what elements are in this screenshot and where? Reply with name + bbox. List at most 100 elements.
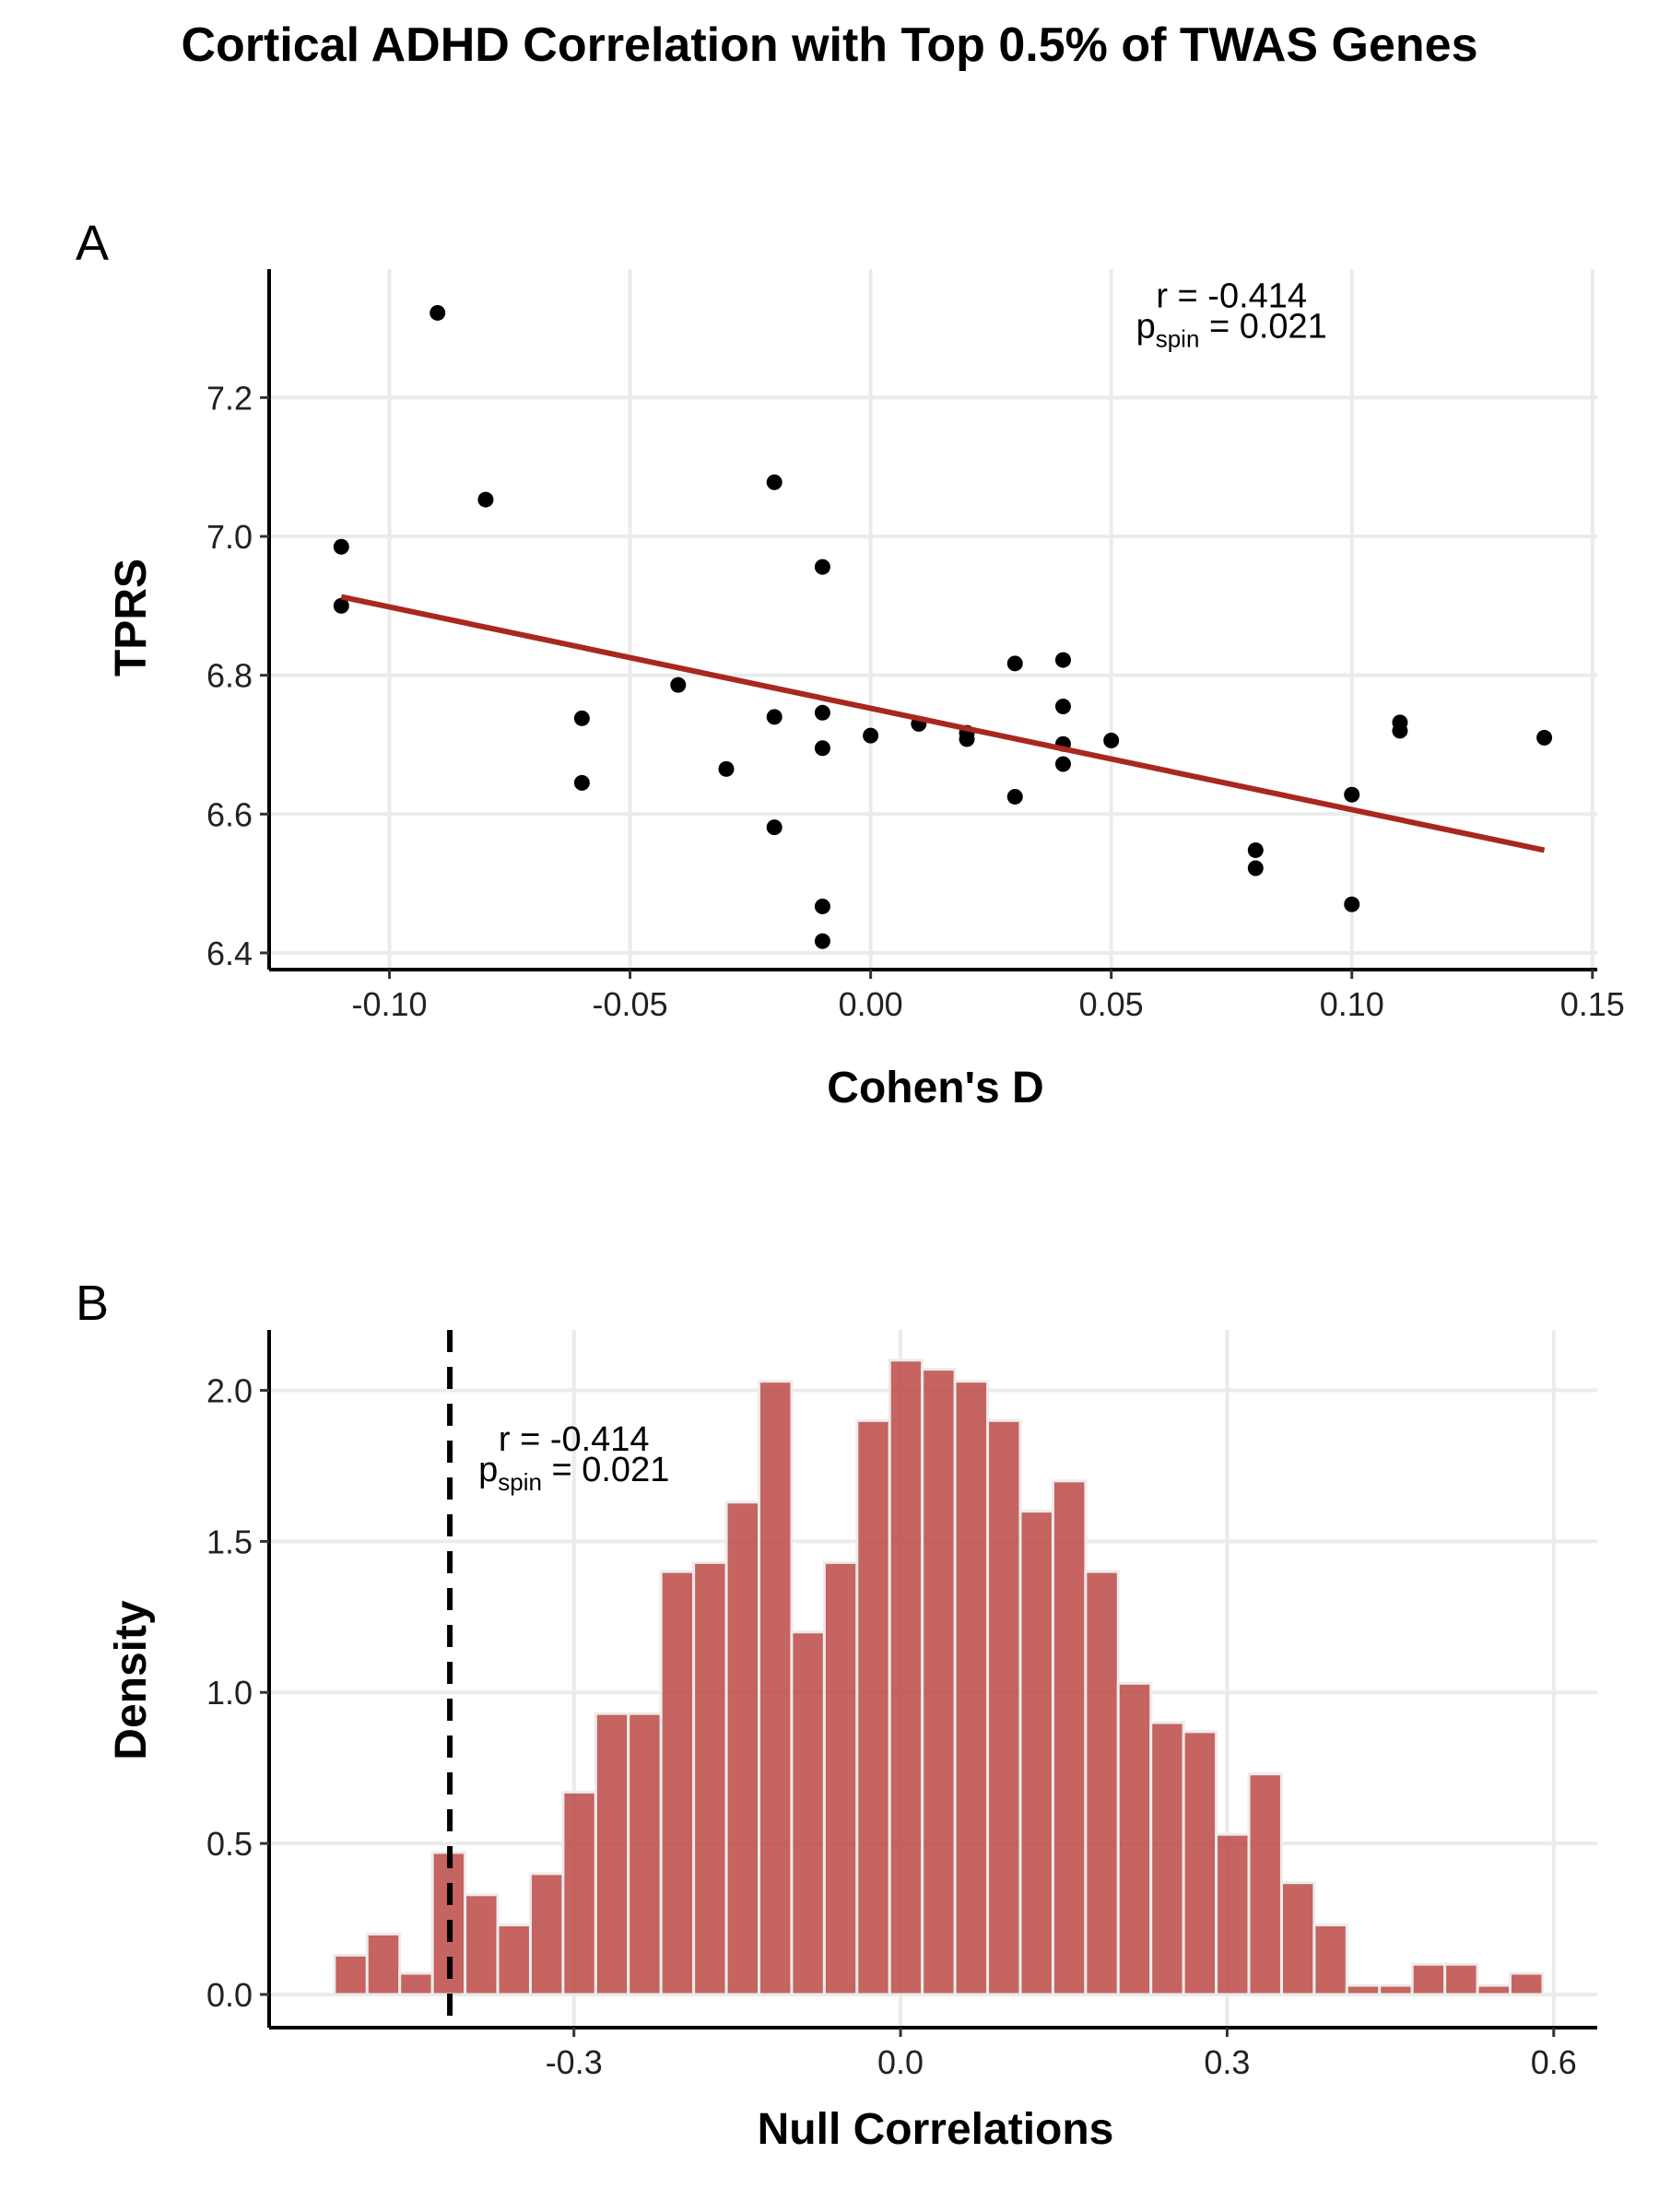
histogram-bar xyxy=(1084,1570,1120,1996)
data-point xyxy=(1344,786,1360,803)
histogram-bar xyxy=(953,1380,990,1996)
panel-a-tag: A xyxy=(76,216,109,271)
histogram-bar xyxy=(1116,1681,1153,1996)
panel-b-annotation: r = -0.414 pspin = 0.021 xyxy=(478,1420,669,1496)
data-point xyxy=(814,740,830,757)
histogram-bar xyxy=(528,1872,565,1996)
panel-a-annotation: r = -0.414 pspin = 0.021 xyxy=(1136,276,1327,352)
panel-b-p-main: p xyxy=(478,1451,498,1489)
panel-b-p-spin-value: pspin = 0.021 xyxy=(478,1451,669,1496)
panel-a-p-spin-value: pspin = 0.021 xyxy=(1136,307,1327,352)
panel-a-y-axis-title: TPRS xyxy=(107,559,156,677)
data-point xyxy=(814,704,830,721)
panel-a-y-tick-label: 6.6 xyxy=(206,795,253,833)
panel-b-x-axis-title: Null Correlations xyxy=(758,2105,1114,2154)
panel-a-p-rest: = 0.021 xyxy=(1199,307,1326,346)
histogram-bar xyxy=(822,1560,859,1996)
panel-b-y-tick-label: 1.0 xyxy=(206,1674,253,1712)
panel-a-p-subscript: spin xyxy=(1156,324,1200,352)
panel-a-p-main: p xyxy=(1136,307,1156,346)
histogram-bar xyxy=(724,1500,761,1996)
panel-a-y-ticks: 6.4 6.6 6.8 7.0 7.2 xyxy=(206,379,269,972)
data-point xyxy=(1344,896,1360,912)
histogram-bar xyxy=(561,1790,597,1996)
panel-b-x-tick-label: 0.6 xyxy=(1531,2043,1577,2081)
panel-b-axes xyxy=(267,1330,1597,2030)
data-point xyxy=(814,933,830,949)
data-point xyxy=(477,491,494,508)
panel-b-y-ticks: 0.0 0.5 1.0 1.5 2.0 xyxy=(206,1372,269,2014)
panel-a-gridlines xyxy=(269,269,1597,970)
data-point xyxy=(1006,788,1023,805)
data-point xyxy=(1054,756,1071,772)
histogram-bar xyxy=(1509,1971,1545,1996)
histogram-bar xyxy=(594,1712,630,1996)
data-point xyxy=(1392,723,1408,739)
histogram-bar xyxy=(398,1971,434,1996)
histogram-bar xyxy=(790,1630,826,1996)
panel-b-tag: B xyxy=(76,1276,109,1331)
panel-a-y-tick-label: 7.2 xyxy=(206,379,253,417)
panel-a-x-tick-label: 0.15 xyxy=(1560,985,1625,1023)
panel-a-x-tick-label: 0.05 xyxy=(1079,985,1144,1023)
histogram-bar xyxy=(1443,1962,1479,1996)
histogram-bar xyxy=(888,1359,924,1996)
histogram-bar xyxy=(1312,1924,1348,1996)
data-point xyxy=(863,727,879,744)
histogram-bar xyxy=(1215,1832,1251,1996)
panel-b-x-ticks: -0.3 0.0 0.3 0.6 xyxy=(546,2028,1577,2081)
panel-b-y-tick-label: 0.0 xyxy=(206,1976,253,2014)
histogram-bar xyxy=(365,1932,402,1996)
data-point xyxy=(429,304,446,321)
histogram-bar xyxy=(1378,1983,1414,1996)
panel-a-x-axis-title: Cohen's D xyxy=(827,1064,1043,1112)
panel-b-p-subscript: spin xyxy=(498,1468,542,1496)
panel-a-regression-line xyxy=(340,594,1546,853)
data-point xyxy=(1247,841,1264,858)
histogram-bar xyxy=(1182,1730,1218,1996)
data-point xyxy=(670,677,687,693)
histogram-bar xyxy=(1018,1510,1054,1996)
data-point xyxy=(766,474,782,490)
panel-b-r-value: r = -0.414 xyxy=(499,1420,650,1459)
panel-a-x-tick-label: -0.05 xyxy=(593,985,668,1023)
panel-a-x-tick-label: 0.10 xyxy=(1320,985,1384,1023)
histogram-bar xyxy=(986,1418,1022,1996)
data-point xyxy=(718,760,735,777)
panel-b-histogram-chart: B -0.3 0.0 0.3 0.6 0.0 0.5 1.0 1.5 2.0 Null Cor… xyxy=(76,1276,1597,2154)
histogram-bar xyxy=(1247,1772,1283,1996)
data-point xyxy=(1247,860,1264,877)
panel-b-y-tick-label: 1.5 xyxy=(206,1523,253,1560)
data-point xyxy=(766,819,782,836)
panel-a-x-tick-label: 0.00 xyxy=(839,985,903,1023)
panel-b-y-tick-label: 0.5 xyxy=(206,1825,253,1863)
data-point xyxy=(333,597,349,614)
data-point xyxy=(766,709,782,725)
panel-a-x-tick-label: -0.10 xyxy=(351,985,427,1023)
panel-b-x-tick-label: 0.3 xyxy=(1204,2043,1250,2081)
histogram-bar xyxy=(855,1418,891,1996)
panel-b-y-tick-label: 2.0 xyxy=(206,1372,253,1410)
panel-b-x-tick-label: -0.3 xyxy=(546,2043,603,2081)
histogram-bar xyxy=(692,1560,728,1996)
panel-b-x-tick-label: 0.0 xyxy=(877,2043,924,2081)
histogram-bar xyxy=(1476,1983,1512,1996)
histogram-bar xyxy=(1345,1983,1382,1996)
panel-b-y-axis-title: Density xyxy=(107,1600,156,1760)
panel-a-y-tick-label: 7.0 xyxy=(206,518,253,556)
panel-a-axes xyxy=(267,269,1597,971)
histogram-bar xyxy=(496,1924,532,1996)
panel-a-points xyxy=(333,304,1553,949)
data-point xyxy=(959,731,975,747)
data-point xyxy=(814,559,830,575)
data-point xyxy=(1054,652,1071,668)
histogram-bar xyxy=(333,1953,369,1996)
panel-b-p-rest: = 0.021 xyxy=(542,1451,669,1489)
data-point xyxy=(333,538,349,555)
data-point xyxy=(1536,729,1553,746)
data-point xyxy=(573,774,590,791)
data-point xyxy=(573,710,590,726)
histogram-bar xyxy=(1410,1962,1447,1996)
histogram-bar xyxy=(1051,1479,1088,1996)
